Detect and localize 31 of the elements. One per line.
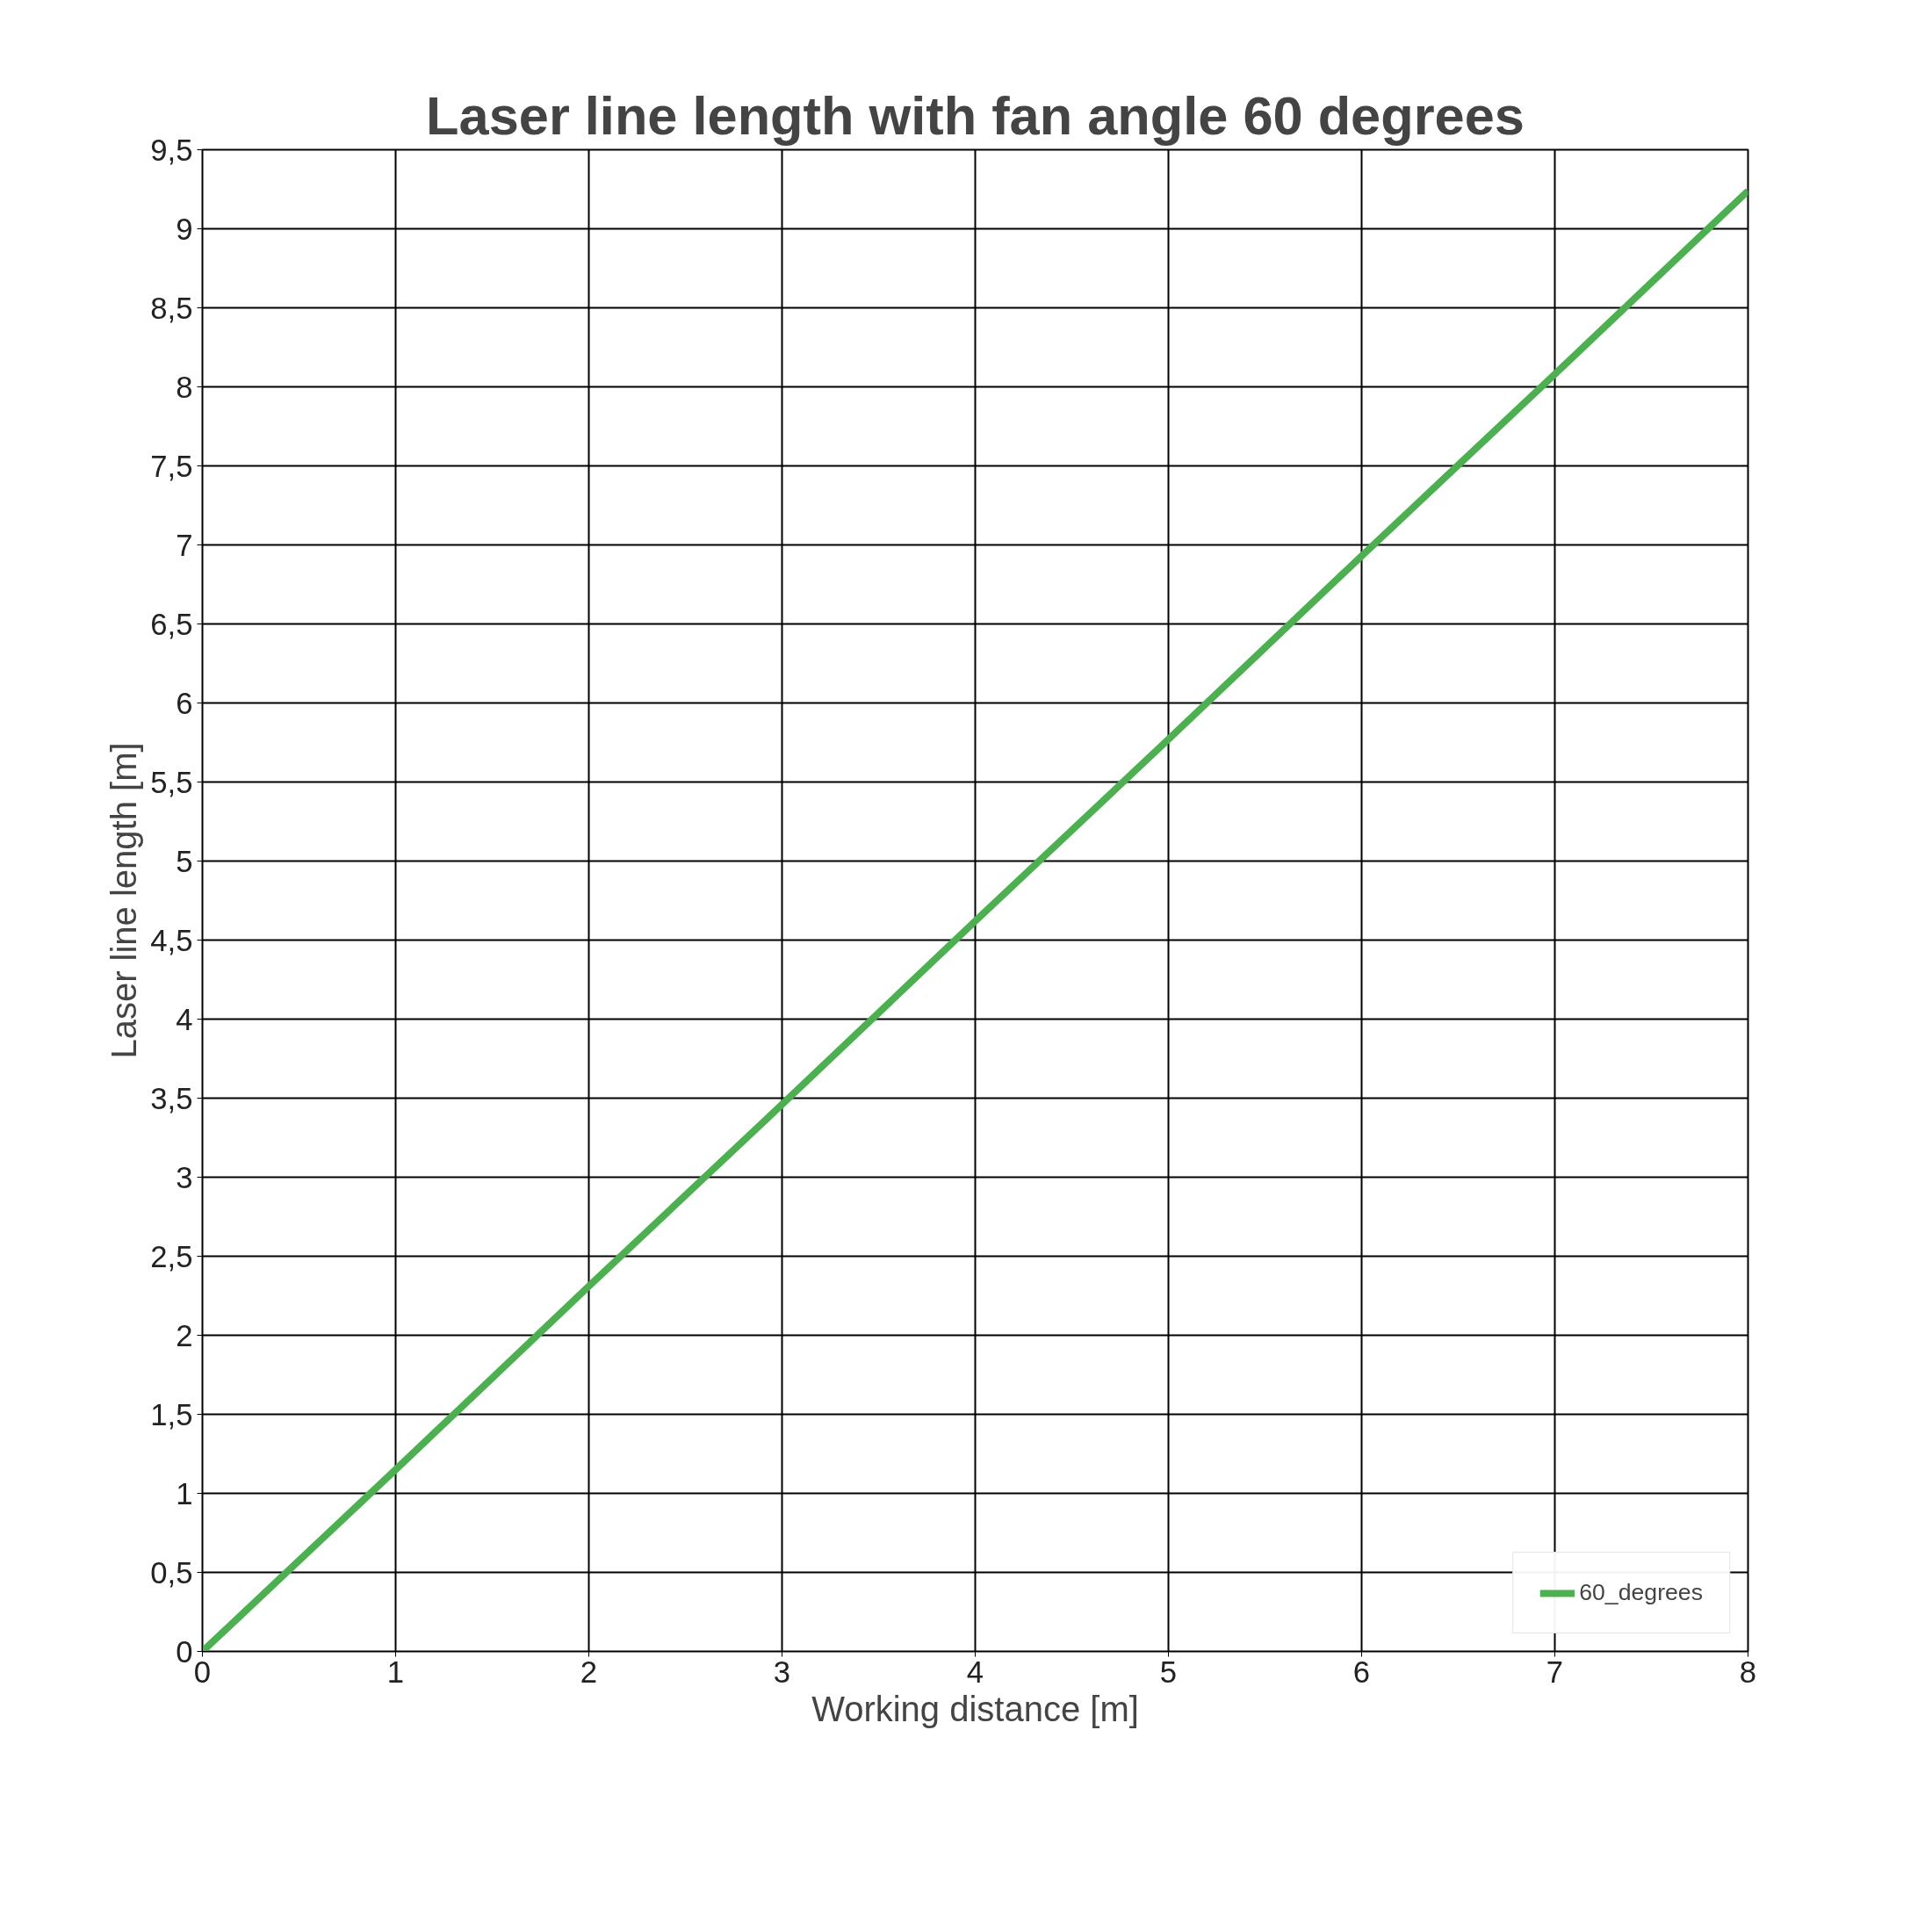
- y-tick-label: 1: [176, 1476, 193, 1510]
- y-tick-label: 8,5: [150, 291, 193, 325]
- y-axis-title: Laser line length [m]: [105, 742, 144, 1059]
- y-tick-label: 0,5: [150, 1555, 193, 1590]
- y-tick-label: 4,5: [150, 923, 193, 957]
- x-tick-label: 5: [1159, 1654, 1178, 1689]
- y-tick-label: 6,5: [150, 607, 193, 641]
- y-tick-label: 3: [176, 1160, 193, 1194]
- x-axis-title: Working distance [m]: [811, 1689, 1139, 1728]
- x-tick-label: 2: [580, 1654, 598, 1689]
- x-tick-label: 3: [773, 1654, 791, 1689]
- y-tick-label: 7,5: [150, 449, 193, 483]
- x-tick-label: 7: [1546, 1654, 1564, 1689]
- y-tick-label: 6: [176, 686, 193, 720]
- y-tick-label: 5: [176, 844, 193, 878]
- x-tick-label: 1: [386, 1654, 405, 1689]
- y-tick-label: 2,5: [150, 1239, 193, 1273]
- x-tick-label: 4: [966, 1654, 984, 1689]
- y-tick-label: 2: [176, 1318, 193, 1352]
- y-tick-label: 8: [176, 370, 193, 404]
- y-tick-label: 9: [176, 212, 193, 246]
- y-tick-label: 9,5: [150, 133, 193, 167]
- y-tick-label: 5,5: [150, 765, 193, 799]
- y-tick-label: 7: [176, 528, 193, 562]
- y-tick-label: 4: [176, 1002, 193, 1036]
- legend-label: 60_degrees: [1579, 1579, 1703, 1606]
- chart-title: Laser line length with fan angle 60 degrees: [426, 84, 1525, 146]
- y-tick-label: 1,5: [150, 1397, 193, 1431]
- x-tick-label: 8: [1739, 1654, 1757, 1689]
- y-tick-label: 3,5: [150, 1081, 193, 1115]
- x-tick-label: 6: [1352, 1654, 1371, 1689]
